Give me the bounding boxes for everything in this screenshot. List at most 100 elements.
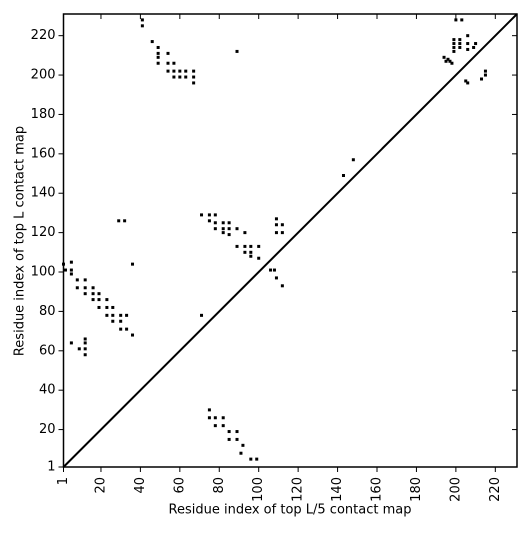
y-tick-label: 60 [39,343,56,358]
contact-point [83,353,87,357]
y-tick-label: 120 [31,225,56,240]
contact-point [119,327,123,331]
contact-point [274,223,278,227]
contact-point [274,276,278,280]
contact-point [184,69,188,73]
contact-point [69,268,73,272]
contact-point [213,227,217,231]
contact-point [207,219,211,223]
y-tick-label: 200 [31,68,56,83]
contact-point [221,231,225,235]
contact-point [166,69,170,73]
contact-point [483,69,487,73]
contact-point [235,227,239,231]
contact-point [257,244,261,248]
contact-point [227,221,231,225]
contact-point [466,42,470,46]
contact-point [83,341,87,345]
contact-point [83,292,87,296]
contact-point [156,51,160,55]
x-tick-label: 60 [172,477,187,494]
x-tick-label: 1 [56,477,71,485]
contact-point [213,213,217,217]
x-tick-label: 40 [133,477,148,494]
contact-point [464,79,468,83]
contact-point [249,250,253,254]
contact-point [458,38,462,42]
x-tick-label: 200 [448,477,463,502]
contact-point [454,18,458,22]
contact-point [280,231,284,235]
x-tick-label: 20 [93,477,108,494]
x-tick-label: 220 [488,477,503,502]
contact-point [472,45,476,49]
contact-point [150,40,154,44]
contact-point [227,227,231,231]
contact-point [452,42,456,46]
contact-point [63,268,67,272]
contact-point [207,416,211,420]
contact-point [458,45,462,49]
y-tick-label: 1 [47,460,55,475]
contact-point [178,69,182,73]
contact-point [480,77,484,81]
y-tick-label: 40 [39,383,56,398]
contact-point [200,213,204,217]
contact-point [243,231,247,235]
contact-point [460,18,464,22]
contact-point [69,341,73,345]
contact-point [274,217,278,221]
contact-point [184,75,188,79]
contact-point [125,313,129,317]
contact-point [172,61,176,65]
contact-point [119,313,123,317]
contact-point [111,319,115,323]
contact-point [227,233,231,237]
contact-point [69,260,73,264]
y-tick-label: 20 [39,422,56,437]
contact-point [105,305,109,309]
contact-point [255,457,259,461]
contact-point [474,42,478,46]
contact-point [274,231,278,235]
contact-point [243,250,247,254]
contact-point [280,284,284,288]
contact-point [221,221,225,225]
contact-point [117,219,121,223]
contact-point [213,221,217,225]
contact-point [83,278,87,282]
contact-point [280,223,284,227]
contact-point [341,174,345,178]
contact-point [227,430,231,434]
contact-point [450,61,454,65]
y-tick-label: 160 [31,146,56,161]
contact-point [221,424,225,428]
contact-point [442,55,446,59]
y-tick-label: 100 [31,265,56,280]
y-axis-label: Residue index of top L contact map [13,126,28,356]
contact-point [269,268,273,272]
contact-point [77,347,81,351]
contact-point [257,256,261,260]
contact-point [178,75,182,79]
contact-point [83,337,87,341]
y-tick-label: 220 [31,28,56,43]
contact-point [156,45,160,49]
contact-point [239,451,243,455]
contact-point [227,437,231,441]
contact-point [172,75,176,79]
contact-point [192,75,196,79]
contact-point [235,49,239,53]
contact-point [452,38,456,42]
contact-point [207,408,211,412]
contact-point [97,305,101,309]
contact-point [91,292,95,296]
contact-point [75,278,79,282]
contact-point [69,272,73,276]
contact-point [272,268,276,272]
contact-point [466,34,470,38]
contact-point [91,298,95,302]
contact-point [448,59,452,63]
contact-point [452,45,456,49]
x-tick-label: 140 [330,477,345,502]
